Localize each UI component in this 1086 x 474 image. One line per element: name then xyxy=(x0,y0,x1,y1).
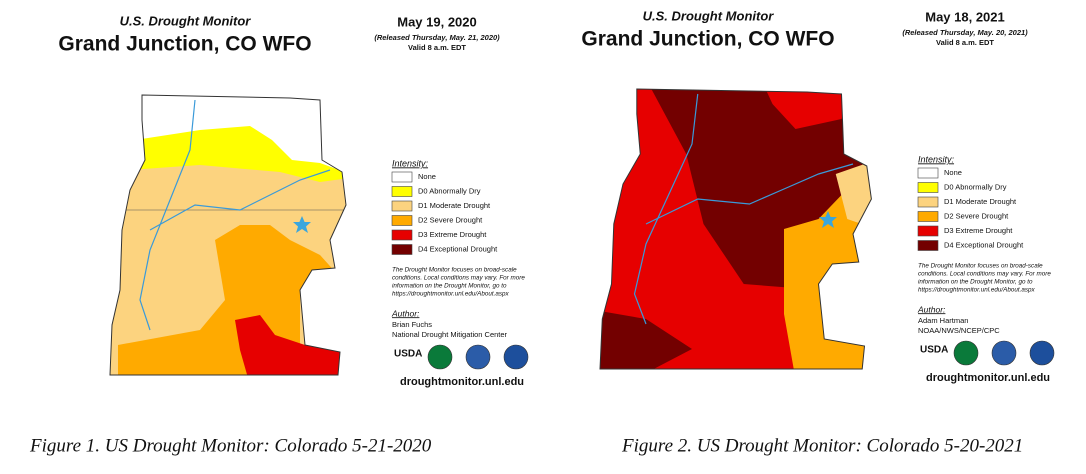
legend-swatch xyxy=(391,244,413,255)
subtitle: U.S. Drought Monitor xyxy=(120,13,252,28)
valid: Valid 8 a.m. EDT xyxy=(936,38,994,47)
legend-label: D1 Moderate Drought xyxy=(418,201,491,210)
figure-caption: Figure 2. US Drought Monitor: Colorado 5… xyxy=(621,435,1023,456)
legend-swatch xyxy=(917,225,939,237)
legend-swatch xyxy=(917,196,939,208)
legend-label: None xyxy=(418,172,436,181)
author-label: Author: xyxy=(917,304,946,314)
usda-logo: USDA xyxy=(920,345,948,356)
legend-swatch xyxy=(391,186,413,197)
legend-label: D1 Moderate Drought xyxy=(944,197,1017,206)
map-date: May 19, 2020 xyxy=(397,14,477,29)
agency-logo xyxy=(427,344,453,370)
legend-title: Intensity: xyxy=(392,158,429,168)
legend-label: D2 Severe Drought xyxy=(944,211,1009,220)
legend-label: D3 Extreme Drought xyxy=(418,230,487,239)
agency-logo xyxy=(503,344,529,370)
agency-logo xyxy=(991,340,1017,366)
legend-label: D0 Abnormally Dry xyxy=(418,186,481,195)
legend-swatch xyxy=(917,167,939,179)
released: (Released Thursday, May. 20, 2021) xyxy=(902,28,1028,37)
legend-swatch xyxy=(917,182,939,193)
figure-caption: Figure 1. US Drought Monitor: Colorado 5… xyxy=(29,435,432,456)
website: droughtmonitor.unl.edu xyxy=(400,376,524,388)
legend-label: None xyxy=(944,168,962,177)
legend-swatch xyxy=(917,240,939,251)
legend-swatch xyxy=(917,211,939,222)
legend-label: D2 Severe Drought xyxy=(418,215,483,224)
note-line: information on the Drought Monitor, go t… xyxy=(392,283,507,290)
legend-label: D4 Exceptional Drought xyxy=(418,244,498,253)
author-label: Author: xyxy=(391,308,420,318)
legend-label: D3 Extreme Drought xyxy=(944,226,1013,235)
drought-map xyxy=(100,85,360,385)
agency-logo xyxy=(1029,340,1055,366)
author-line: NOAA/NWS/NCEP/CPC xyxy=(918,326,1000,335)
released: (Released Thursday, May. 21, 2020) xyxy=(374,33,500,42)
legend-swatch xyxy=(391,229,413,241)
subtitle: U.S. Drought Monitor xyxy=(643,8,775,23)
map-title: Grand Junction, CO WFO xyxy=(581,28,834,51)
note-line: conditions. Local conditions may vary. F… xyxy=(392,275,525,282)
drought-map xyxy=(589,79,888,379)
legend-swatch xyxy=(391,200,413,212)
author-line: Brian Fuchs xyxy=(392,320,432,329)
note-line: The Drought Monitor focuses on broad-sca… xyxy=(918,263,1043,270)
valid: Valid 8 a.m. EDT xyxy=(408,43,466,52)
note-line: information on the Drought Monitor, go t… xyxy=(918,279,1033,286)
note-line: https://droughtmonitor.unl.edu/About.asp… xyxy=(918,287,1036,294)
author-line: Adam Hartman xyxy=(918,316,968,325)
map-date: May 18, 2021 xyxy=(925,9,1005,24)
usda-logo: USDA xyxy=(394,349,422,360)
note-line: https://droughtmonitor.unl.edu/About.asp… xyxy=(392,291,510,298)
legend-title: Intensity: xyxy=(918,154,955,164)
legend-label: D0 Abnormally Dry xyxy=(944,182,1007,191)
agency-logo xyxy=(465,344,491,370)
map-title: Grand Junction, CO WFO xyxy=(58,33,311,56)
note-line: The Drought Monitor focuses on broad-sca… xyxy=(392,267,517,274)
agency-logo xyxy=(953,340,979,366)
legend-swatch xyxy=(391,215,413,226)
website: droughtmonitor.unl.edu xyxy=(926,372,1050,384)
legend-swatch xyxy=(391,171,413,183)
note-line: conditions. Local conditions may vary. F… xyxy=(918,271,1051,278)
author-line: National Drought Mitigation Center xyxy=(392,330,508,339)
legend-label: D4 Exceptional Drought xyxy=(944,240,1024,249)
